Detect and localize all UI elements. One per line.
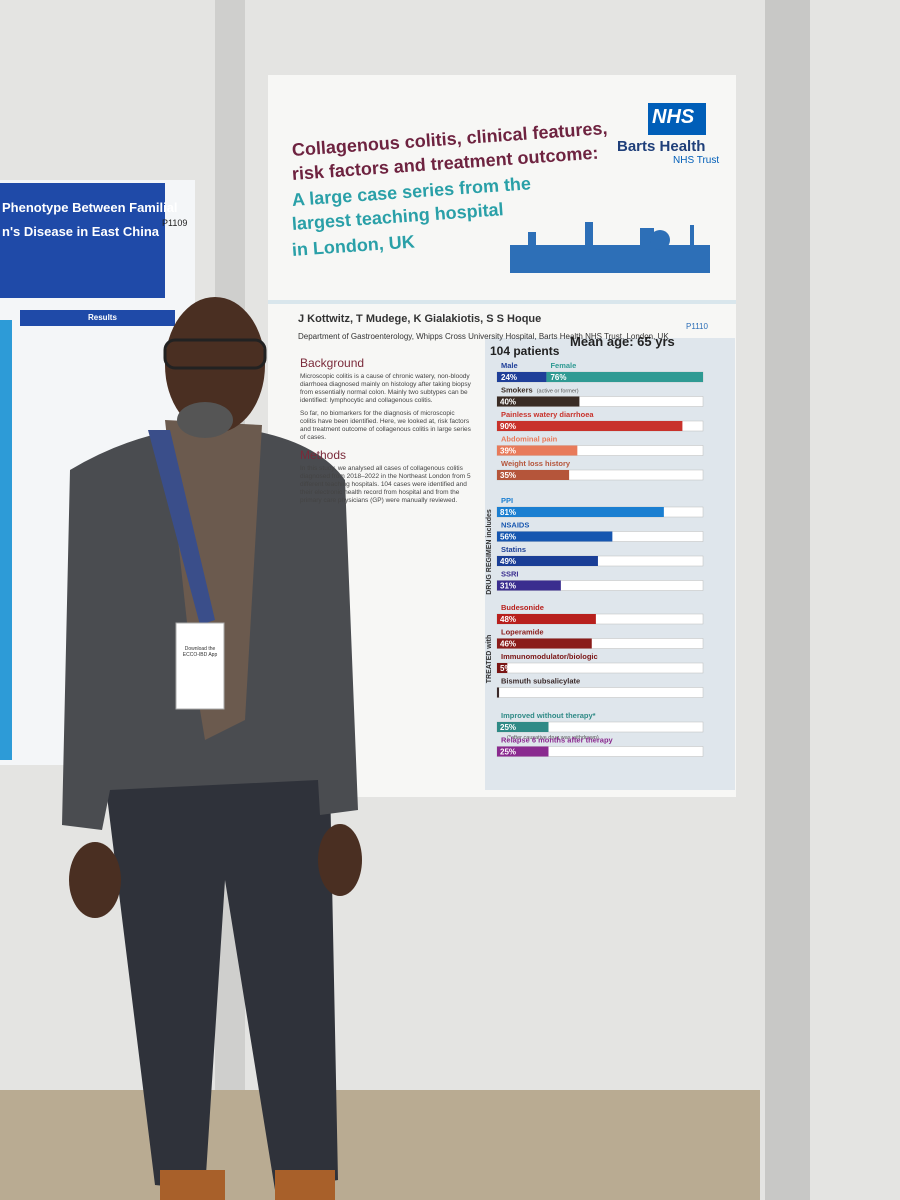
wall-post	[765, 0, 810, 1200]
bar-label: Painless watery diarrhoea	[501, 410, 594, 419]
bar-label: Statins	[501, 545, 526, 554]
bar-label: NSAIDS	[501, 521, 529, 530]
bar	[497, 614, 596, 624]
results-bars: Male 24% Female 76% Smokers (active or former…	[486, 361, 704, 757]
bar-note: (active or former)	[537, 389, 579, 395]
section-heading: Methods	[300, 448, 347, 462]
value-label: 46%	[500, 640, 516, 649]
bar-label: Smokers	[501, 386, 533, 395]
value-label: 31%	[500, 582, 516, 591]
bar	[497, 746, 549, 757]
left-poster-section: Results	[88, 313, 117, 322]
bar	[546, 372, 703, 382]
value-label: 56%	[500, 533, 516, 542]
bar	[497, 507, 664, 517]
patients: 104 patients	[490, 344, 560, 358]
bar	[497, 445, 578, 456]
value-label: 25%	[500, 748, 516, 757]
bar	[497, 372, 547, 382]
bar-label: Improved without therapy*	[501, 711, 596, 720]
bar	[497, 687, 500, 698]
nhs-logo-text: NHS	[652, 106, 695, 128]
bar-track	[496, 687, 704, 698]
value-label: 25%	[500, 723, 516, 732]
value-label: 35%	[500, 471, 516, 480]
bar-label: Bismuth subsalicylate	[501, 677, 580, 686]
left-poster-band	[20, 310, 175, 326]
value-label: 49%	[500, 557, 516, 566]
bar	[497, 580, 561, 591]
affiliation: Department of Gastroenterology, Whipps C…	[298, 332, 669, 341]
bar	[497, 556, 598, 566]
nhs-logo	[648, 103, 706, 135]
left-poster-header	[0, 183, 165, 298]
bar-label: Female	[550, 361, 576, 370]
bar	[497, 663, 508, 673]
paragraph: In this study, we analysed all cases of …	[300, 465, 471, 504]
value-label: 39%	[500, 447, 516, 456]
org-name: Barts Health	[617, 138, 706, 155]
bar-label: Loperamide	[501, 628, 544, 637]
bar-track	[496, 662, 704, 674]
left-poster-id: P1109	[162, 218, 188, 228]
person	[62, 297, 362, 1200]
bar-label: Abdominal pain	[501, 435, 558, 444]
poster-body: Background Microscopic colitis is a cause…	[300, 350, 472, 510]
left-poster-title: n's Disease in East China	[2, 224, 159, 239]
group-label: DRUG REGIMEN includes	[486, 509, 493, 595]
bar	[497, 722, 549, 732]
bar-label: SSRI	[501, 570, 519, 579]
badge-text: Download the ECCO-IBD App	[182, 646, 218, 658]
bar	[497, 396, 580, 407]
value-label: 1%	[500, 689, 512, 698]
mean-age: Mean age: 65 yrs	[570, 334, 675, 349]
left-poster-title: Phenotype Between Familial	[2, 200, 178, 215]
value-label: 81%	[500, 508, 516, 517]
paragraph: So far, no biomarkers for the diagnosis …	[300, 410, 471, 441]
bar	[497, 638, 592, 649]
bar-label: Male	[501, 361, 518, 370]
paragraph: Microscopic colitis is a cause of chroni…	[300, 373, 471, 404]
value-label: 24%	[501, 373, 517, 382]
value-label: 5%	[500, 664, 512, 673]
bar	[497, 470, 570, 480]
section-heading: Background	[300, 356, 365, 370]
bar-label: Relapse 6 months after therapy	[501, 736, 614, 745]
bar	[497, 531, 613, 542]
poster-id: P1110	[686, 322, 708, 331]
bar-label: Immunomodulator/biologic	[501, 652, 598, 661]
floor	[0, 1090, 760, 1200]
authors: J Kottwitz, T Mudege, K Gialakiotis, S S…	[298, 313, 542, 325]
bar	[497, 421, 683, 431]
poster-divider	[268, 300, 736, 304]
left-poster-border	[0, 320, 12, 760]
bar-label: Weight loss history	[501, 459, 571, 468]
group-label: TREATED with	[486, 635, 493, 683]
bar-label: PPI	[501, 496, 513, 505]
value-label: 48%	[500, 615, 516, 624]
bar-note: (*after causative drug was withdrawn)	[507, 735, 599, 741]
value-label: 40%	[500, 398, 516, 407]
value-label: 90%	[500, 422, 516, 431]
trust-name: NHS Trust	[673, 155, 720, 166]
bar-label: Budesonide	[501, 603, 544, 612]
value-label: 76%	[550, 373, 566, 382]
skyline	[510, 222, 710, 273]
